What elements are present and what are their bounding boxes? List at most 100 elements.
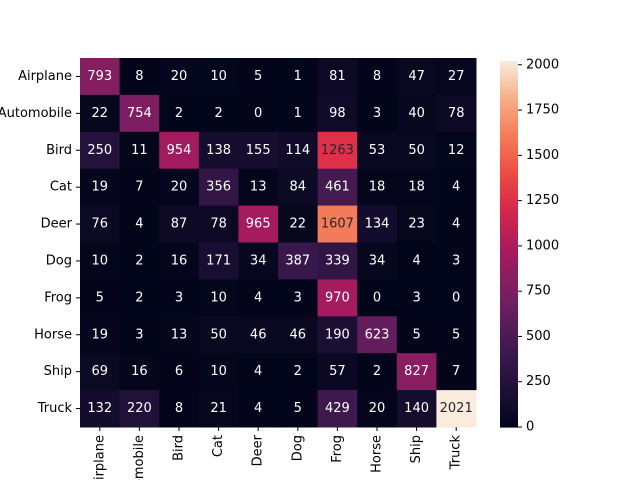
cell-value-label: 4 <box>412 253 420 268</box>
colorbar-segment <box>500 73 518 77</box>
cell-value-label: 20 <box>171 180 188 195</box>
colorbar-segment <box>500 67 518 71</box>
heatmap-cell <box>198 168 239 207</box>
heatmap-cell <box>396 205 437 243</box>
colorbar-segment <box>500 225 518 230</box>
heatmap-cell <box>357 242 398 280</box>
colorbar-segment <box>500 323 518 327</box>
cell-value-label: 16 <box>131 364 148 379</box>
heatmap-cell <box>278 131 319 170</box>
colorbar-segment <box>500 143 518 147</box>
heatmap-cell <box>278 94 319 133</box>
colorbar-segment <box>500 149 518 154</box>
colorbar-segment <box>500 176 518 181</box>
heatmap-cell <box>198 58 239 96</box>
heatmap-cell <box>238 242 279 280</box>
heatmap-cell <box>238 316 279 354</box>
heatmap-cell <box>317 353 358 391</box>
cell-value-label: 78 <box>210 217 227 232</box>
colorbar-segment <box>500 298 518 303</box>
cell-value-label: 3 <box>452 253 460 268</box>
colorbar-segment <box>500 420 518 425</box>
heatmap-cell <box>278 279 319 317</box>
x-tick-label: Bird <box>172 435 187 461</box>
heatmap-cells <box>80 58 477 428</box>
heatmap-cell <box>198 279 239 317</box>
cell-value-label: 22 <box>290 217 307 232</box>
colorbar-segment <box>500 247 518 251</box>
colorbar-segment <box>500 125 518 129</box>
cell-value-label: 3 <box>135 327 143 342</box>
cell-value-label: 387 <box>285 253 310 268</box>
colorbar-segment <box>500 79 518 83</box>
heatmap-cell <box>238 168 279 207</box>
x-tick-label: Horse <box>370 435 385 473</box>
cell-value-label: 81 <box>329 69 346 84</box>
cell-value-label: 140 <box>404 401 429 416</box>
colorbar-tick-label: 500 <box>526 329 551 344</box>
cell-value-label: 46 <box>290 327 307 342</box>
colorbar-segment <box>500 152 518 157</box>
heatmap-cell <box>357 58 398 96</box>
heatmap-cell <box>436 316 477 354</box>
y-tick-label: Automobile <box>0 106 72 121</box>
colorbar-segment <box>500 335 518 340</box>
colorbar-segment <box>500 408 518 413</box>
heatmap-cell <box>436 168 477 207</box>
y-tick-label: Airplane <box>18 69 72 84</box>
heatmap-cell <box>198 94 239 133</box>
colorbar-tick-label: 1250 <box>526 193 559 208</box>
colorbar-segment <box>500 128 518 132</box>
colorbar-segment <box>500 311 518 315</box>
cell-value-label: 1263 <box>321 143 354 158</box>
y-tick-label: Horse <box>34 327 72 342</box>
cell-value-label: 4 <box>254 290 262 305</box>
cell-value-label: 20 <box>369 401 386 416</box>
x-tick-label: Airplane <box>92 435 107 480</box>
cell-value-label: 19 <box>92 327 109 342</box>
heatmap-cell <box>159 353 200 391</box>
colorbar-segment <box>500 140 518 144</box>
cell-value-label: 40 <box>408 106 425 121</box>
colorbar-segment <box>500 308 518 312</box>
cell-value-label: 18 <box>369 180 386 195</box>
colorbar-segment <box>500 164 518 169</box>
colorbar-segment <box>500 204 518 208</box>
colorbar-segment <box>500 234 518 239</box>
colorbar-segment <box>500 244 518 248</box>
cell-value-label: 339 <box>325 253 350 268</box>
colorbar-segment <box>500 359 518 364</box>
heatmap-cell <box>357 390 398 428</box>
heatmap-cell <box>396 353 437 391</box>
cell-value-label: 12 <box>448 143 465 158</box>
cell-value-label: 13 <box>171 327 188 342</box>
cell-value-label: 970 <box>325 290 350 305</box>
cell-value-label: 16 <box>171 253 188 268</box>
colorbar-segment <box>500 280 518 285</box>
colorbar-segment <box>500 100 518 105</box>
cell-value-label: 356 <box>206 180 231 195</box>
colorbar-segment <box>500 341 518 346</box>
x-tick-label: Truck <box>449 435 464 471</box>
cell-value-label: 461 <box>325 180 350 195</box>
cell-value-label: 76 <box>92 217 109 232</box>
colorbar-tick-label: 750 <box>526 284 551 299</box>
cell-value-label: 0 <box>373 290 381 305</box>
colorbar-segment <box>500 216 518 221</box>
heatmap-cell <box>198 390 239 428</box>
cell-value-label: 827 <box>404 364 429 379</box>
cell-value-label: 2 <box>294 364 302 379</box>
cell-value-label: 1 <box>294 106 302 121</box>
heatmap-cell <box>159 242 200 280</box>
colorbar-segment <box>500 210 518 215</box>
cell-value-label: 6 <box>175 364 183 379</box>
cell-value-label: 754 <box>127 106 152 121</box>
cell-value-label: 5 <box>254 69 262 84</box>
heatmap-cell <box>80 205 121 243</box>
colorbar-segment <box>500 112 518 117</box>
cell-value-label: 114 <box>285 143 310 158</box>
colorbar-segment <box>500 161 518 166</box>
colorbar-segment <box>500 289 518 294</box>
